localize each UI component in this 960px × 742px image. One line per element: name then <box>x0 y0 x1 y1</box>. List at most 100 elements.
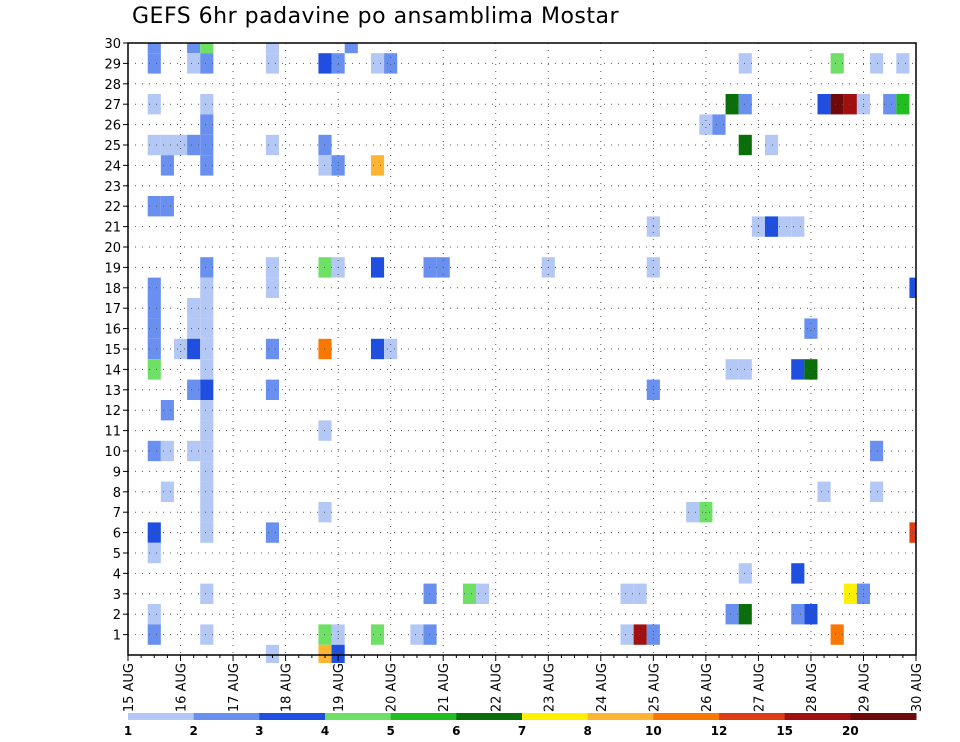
y-tick-label: 16 <box>104 323 121 338</box>
heatmap-cell <box>147 624 161 645</box>
heatmap-cell <box>200 338 214 360</box>
heatmap-cell <box>738 604 752 625</box>
y-tick-label: 2 <box>113 608 121 623</box>
heatmap-cell <box>423 624 437 645</box>
y-tick-label: 13 <box>104 384 121 399</box>
x-tick-label: 26 AUG <box>700 663 715 712</box>
heatmap-cell <box>370 53 385 74</box>
y-tick-label: 12 <box>104 404 121 419</box>
heatmap-cell <box>173 338 188 360</box>
legend-label: 6 <box>452 724 460 738</box>
y-tick-label: 4 <box>113 567 121 582</box>
heatmap-cell <box>200 481 214 502</box>
heatmap-cell <box>200 359 214 380</box>
heatmap-cell <box>370 155 385 176</box>
heatmap-cell <box>160 134 174 156</box>
heatmap-cell <box>200 420 214 441</box>
heatmap-cell <box>147 604 161 625</box>
heatmap-cell <box>147 359 161 380</box>
heatmap-cell <box>791 563 805 584</box>
heatmap-cell <box>791 359 805 380</box>
legend-swatch <box>784 713 851 720</box>
y-tick-label: 3 <box>113 588 121 603</box>
heatmap-cell <box>896 94 910 115</box>
heatmap-cell <box>265 277 280 298</box>
legend-label: 10 <box>645 724 662 738</box>
legend-label: 7 <box>518 724 526 738</box>
legend-label: 1 <box>124 724 132 738</box>
heatmap-cell <box>870 481 884 502</box>
legend-swatch <box>325 713 392 720</box>
heatmap-cell <box>896 53 910 74</box>
color-legend: 1 2 3 4 5 6 7 8 10 12 15 20 <box>124 713 917 738</box>
heatmap-cell <box>738 94 752 115</box>
x-axis: 15 AUG 16 AUG 17 AUG 18 AUG 19 AUG 20 AUG 21 A… <box>122 655 925 712</box>
y-tick-label: 11 <box>104 425 121 440</box>
heatmap-cell <box>265 379 280 400</box>
heatmap-cell <box>344 43 358 54</box>
y-tick-label: 7 <box>113 506 121 521</box>
heatmap-cell <box>187 379 201 400</box>
x-tick-label: 22 AUG <box>490 663 505 712</box>
x-tick-label: 25 AUG <box>647 663 662 712</box>
legend-label: 3 <box>255 724 263 738</box>
heatmap-cell <box>370 338 385 360</box>
legend-label: 5 <box>386 724 394 738</box>
y-tick-label: 27 <box>104 98 121 113</box>
heatmap-cell <box>187 440 201 462</box>
heatmap-cell <box>462 583 477 604</box>
heatmap-cell <box>200 43 214 54</box>
heatmap-cell <box>200 379 214 400</box>
heatmap-cell <box>738 134 752 156</box>
heatmap-cell <box>764 134 779 156</box>
heatmap-cell <box>804 359 818 380</box>
heatmap-cell <box>265 257 280 278</box>
heatmap-cell <box>620 583 634 604</box>
legend-label: 12 <box>711 724 728 738</box>
legend-label: 8 <box>583 724 591 738</box>
heatmap-cell <box>712 114 726 135</box>
heatmap-cell <box>200 440 214 462</box>
y-tick-label: 24 <box>104 159 121 174</box>
x-tick-label: 17 AUG <box>227 663 242 712</box>
heatmap-cell <box>830 94 844 115</box>
heatmap-cell <box>476 583 490 604</box>
heatmap-cell <box>265 522 280 543</box>
heatmap-cell <box>620 624 634 645</box>
heatmap-cell <box>147 298 161 319</box>
y-tick-label: 9 <box>113 465 121 480</box>
y-tick-label: 29 <box>104 57 121 72</box>
heatmap-cell <box>200 134 214 156</box>
heatmap-cell <box>778 216 792 237</box>
chart-title: GEFS 6hr padavine po ansamblima Mostar <box>132 4 620 29</box>
x-tick-label: 27 AUG <box>752 663 767 712</box>
heatmap-cell <box>200 155 214 176</box>
heatmap-cell <box>804 604 818 625</box>
y-tick-label: 23 <box>104 180 121 195</box>
heatmap-cell <box>686 502 700 523</box>
heatmap-cell <box>830 624 844 645</box>
heatmap-cell <box>870 53 884 74</box>
heatmap-cell <box>370 257 385 278</box>
x-tick-label: 30 AUG <box>910 663 925 712</box>
heatmap-cell <box>147 277 161 298</box>
heatmap-cell <box>265 644 280 663</box>
x-tick-label: 15 AUG <box>122 663 137 712</box>
x-tick-label: 20 AUG <box>385 663 400 712</box>
heatmap-cell <box>200 502 214 523</box>
heatmap-cell <box>160 481 174 502</box>
heatmap-cell <box>147 440 161 462</box>
heatmap-cell <box>331 644 345 663</box>
heatmap-cell <box>147 318 161 339</box>
heatmap-cell <box>160 400 174 421</box>
legend-swatch <box>850 713 917 720</box>
heatmap-cell <box>830 53 844 74</box>
legend-swatch <box>259 713 326 720</box>
heatmap-cell <box>699 114 713 135</box>
heatmap-cell <box>200 583 214 604</box>
heatmap-cell <box>804 318 818 339</box>
heatmap-cell <box>791 604 805 625</box>
x-tick-label: 23 AUG <box>542 663 557 712</box>
heatmap-cell <box>147 134 161 156</box>
heatmap-cell <box>200 257 214 278</box>
